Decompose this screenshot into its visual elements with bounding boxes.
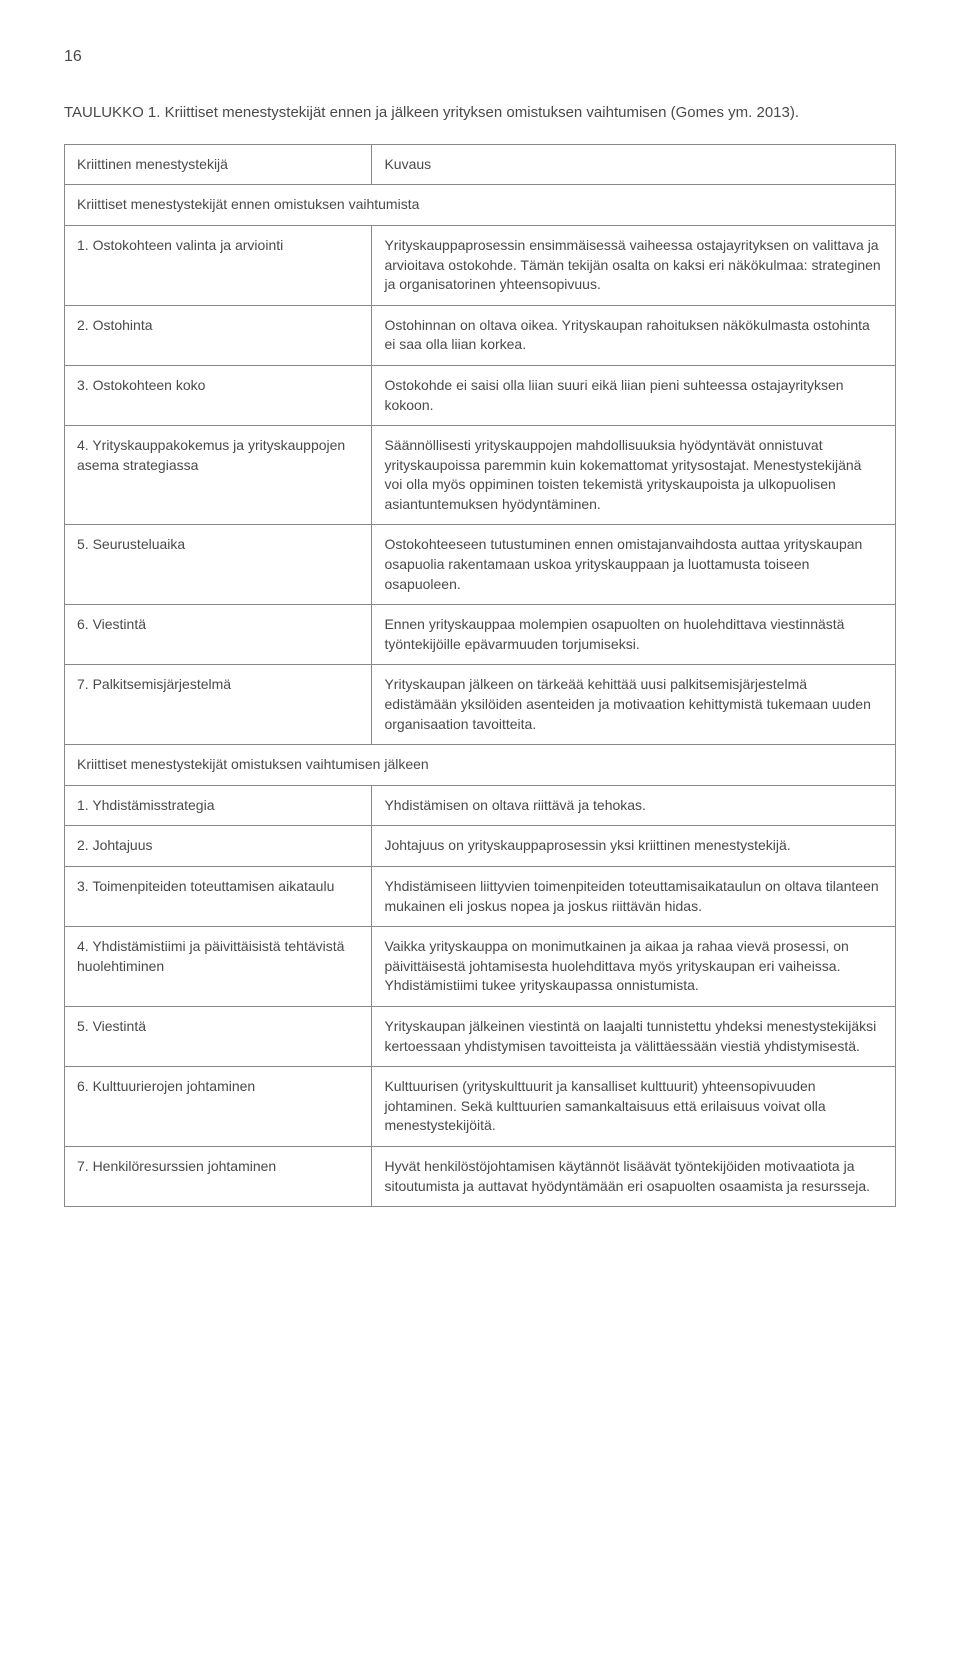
table-row: 2. JohtajuusJohtajuus on yrityskauppapro… bbox=[65, 826, 896, 867]
row-description: Ostokohteeseen tutustuminen ennen omista… bbox=[372, 525, 896, 605]
row-factor: 2. Ostohinta bbox=[65, 305, 372, 365]
section2-title: Kriittiset menestystekijät omistuksen va… bbox=[65, 745, 896, 786]
table-row: 4. Yrityskauppakokemus ja yrityskauppoje… bbox=[65, 426, 896, 525]
row-factor: 2. Johtajuus bbox=[65, 826, 372, 867]
table-row: 5. ViestintäYrityskaupan jälkeinen viest… bbox=[65, 1006, 896, 1066]
row-description: Säännöllisesti yrityskauppojen mahdollis… bbox=[372, 426, 896, 525]
table-title: TAULUKKO 1. Kriittiset menestystekijät e… bbox=[64, 102, 896, 124]
table-row: 3. Toimenpiteiden toteuttamisen aikataul… bbox=[65, 867, 896, 927]
table-row: 3. Ostokohteen kokoOstokohde ei saisi ol… bbox=[65, 365, 896, 425]
row-description: Yrityskauppaprosessin ensimmäisessä vaih… bbox=[372, 225, 896, 305]
table-row: 4. Yhdistämistiimi ja päivittäisistä teh… bbox=[65, 927, 896, 1007]
row-factor: 6. Kulttuurierojen johtaminen bbox=[65, 1067, 372, 1147]
table-row: 5. SeurusteluaikaOstokohteeseen tutustum… bbox=[65, 525, 896, 605]
row-description: Yhdistämisen on oltava riittävä ja tehok… bbox=[372, 785, 896, 826]
table-header-row: Kriittinen menestystekijäKuvaus bbox=[65, 144, 896, 185]
table-row: 1. Ostokohteen valinta ja arviointiYrity… bbox=[65, 225, 896, 305]
row-description: Hyvät henkilöstöjohtamisen käytännöt lis… bbox=[372, 1146, 896, 1206]
section1-title: Kriittiset menestystekijät ennen omistuk… bbox=[65, 185, 896, 226]
row-description: Yrityskaupan jälkeen on tärkeää kehittää… bbox=[372, 665, 896, 745]
row-description: Yrityskaupan jälkeinen viestintä on laaj… bbox=[372, 1006, 896, 1066]
row-description: Yhdistämiseen liittyvien toimenpiteiden … bbox=[372, 867, 896, 927]
row-factor: 5. Seurusteluaika bbox=[65, 525, 372, 605]
factors-table: Kriittinen menestystekijäKuvausKriittise… bbox=[64, 144, 896, 1207]
row-factor: 6. Viestintä bbox=[65, 605, 372, 665]
row-description: Ostokohde ei saisi olla liian suuri eikä… bbox=[372, 365, 896, 425]
header-right: Kuvaus bbox=[372, 144, 896, 185]
section-header-row: Kriittiset menestystekijät omistuksen va… bbox=[65, 745, 896, 786]
table-row: 2. OstohintaOstohinnan on oltava oikea. … bbox=[65, 305, 896, 365]
row-factor: 3. Toimenpiteiden toteuttamisen aikataul… bbox=[65, 867, 372, 927]
page-number: 16 bbox=[64, 48, 896, 66]
row-factor: 4. Yrityskauppakokemus ja yrityskauppoje… bbox=[65, 426, 372, 525]
row-factor: 4. Yhdistämistiimi ja päivittäisistä teh… bbox=[65, 927, 372, 1007]
row-description: Ostohinnan on oltava oikea. Yrityskaupan… bbox=[372, 305, 896, 365]
table-row: 6. Kulttuurierojen johtaminenKulttuurise… bbox=[65, 1067, 896, 1147]
table-row: 7. Henkilöresurssien johtaminenHyvät hen… bbox=[65, 1146, 896, 1206]
header-left: Kriittinen menestystekijä bbox=[65, 144, 372, 185]
row-factor: 3. Ostokohteen koko bbox=[65, 365, 372, 425]
row-factor: 5. Viestintä bbox=[65, 1006, 372, 1066]
row-factor: 7. Henkilöresurssien johtaminen bbox=[65, 1146, 372, 1206]
row-factor: 1. Ostokohteen valinta ja arviointi bbox=[65, 225, 372, 305]
section-header-row: Kriittiset menestystekijät ennen omistuk… bbox=[65, 185, 896, 226]
table-row: 6. ViestintäEnnen yrityskauppaa molempie… bbox=[65, 605, 896, 665]
table-row: 7. PalkitsemisjärjestelmäYrityskaupan jä… bbox=[65, 665, 896, 745]
row-description: Ennen yrityskauppaa molempien osapuolten… bbox=[372, 605, 896, 665]
row-factor: 7. Palkitsemisjärjestelmä bbox=[65, 665, 372, 745]
row-description: Kulttuurisen (yrityskulttuurit ja kansal… bbox=[372, 1067, 896, 1147]
row-factor: 1. Yhdistämisstrategia bbox=[65, 785, 372, 826]
row-description: Johtajuus on yrityskauppaprosessin yksi … bbox=[372, 826, 896, 867]
table-row: 1. YhdistämisstrategiaYhdistämisen on ol… bbox=[65, 785, 896, 826]
row-description: Vaikka yrityskauppa on monimutkainen ja … bbox=[372, 927, 896, 1007]
